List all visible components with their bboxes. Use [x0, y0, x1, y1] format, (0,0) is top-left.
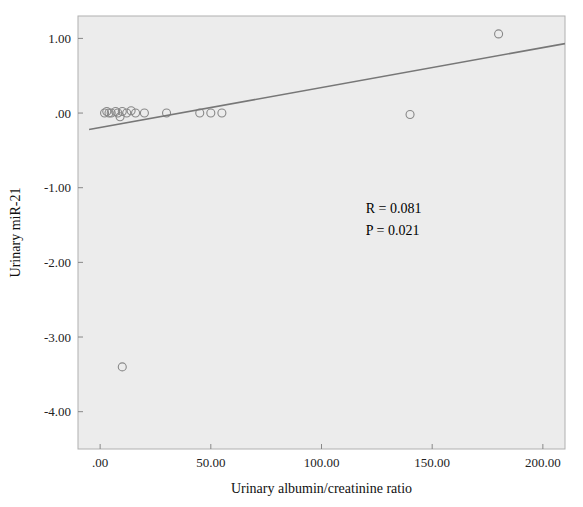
y-tick-label: -2.00 [44, 255, 71, 270]
y-tick-label: 1.00 [48, 31, 71, 46]
y-tick [78, 187, 83, 188]
scatter-point [132, 109, 140, 117]
y-tick [78, 337, 83, 338]
x-axis-label: Urinary albumin/creatinine ratio [231, 481, 412, 496]
y-tick [78, 262, 83, 263]
y-tick [78, 113, 83, 114]
y-tick [78, 38, 83, 39]
chart: .00 50.00 100.00 150.00 200.00 1.00 .00 -1.00 -2… [0, 0, 583, 507]
x-tick-label: 50.00 [196, 455, 225, 470]
y-tick [78, 411, 83, 412]
x-tick [432, 444, 433, 449]
x-tick [542, 444, 543, 449]
x-tick-label: 200.00 [525, 455, 561, 470]
y-tick-label: .00 [55, 106, 71, 121]
y-tick-label: -1.00 [44, 180, 71, 195]
scatter-point [406, 111, 414, 119]
x-tick-label: .00 [92, 455, 108, 470]
y-tick-label: -3.00 [44, 330, 71, 345]
x-tick [321, 444, 322, 449]
scatter-point [118, 363, 126, 371]
scatter-point [218, 109, 226, 117]
x-tick [100, 444, 101, 449]
scatter-point [140, 109, 148, 117]
x-tick-label: 100.00 [304, 455, 340, 470]
plot-area [78, 16, 565, 449]
scatter-point [118, 108, 126, 116]
regression-line [89, 44, 565, 130]
y-tick-label: -4.00 [44, 404, 71, 419]
scatter-point [495, 30, 503, 38]
x-tick-label: 150.00 [414, 455, 450, 470]
plot-marks [89, 30, 565, 371]
x-tick [210, 444, 211, 449]
y-axis-label: Urinary miR-21 [8, 188, 23, 278]
scatter-point [207, 109, 215, 117]
annotation: R = 0.081P = 0.021 [366, 201, 422, 238]
